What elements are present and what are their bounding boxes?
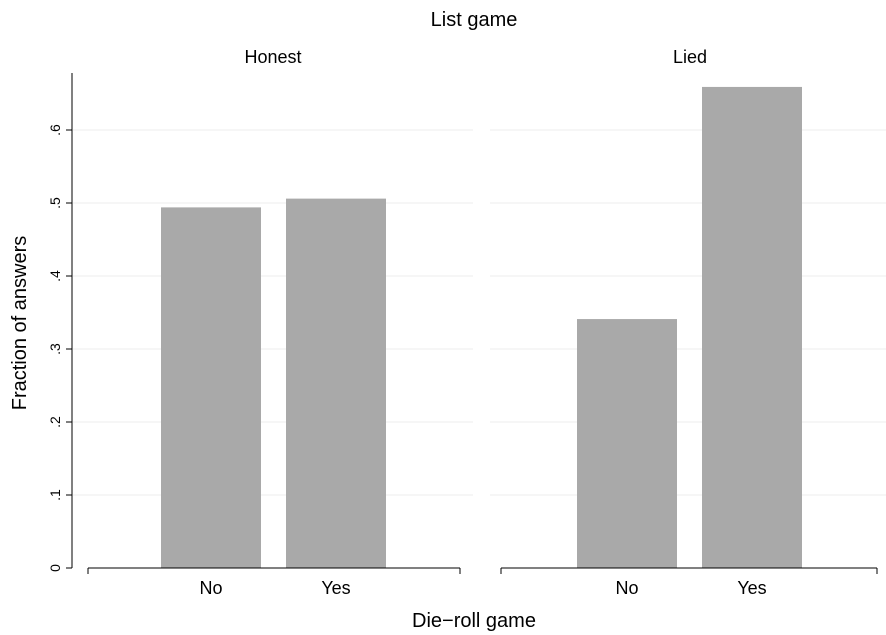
y-tick-label: .4 [47,270,63,282]
bar-lied-yes [702,86,802,569]
y-tick-label: .3 [47,343,63,355]
panel-honest: Honest No Yes [73,47,473,598]
x-tick-label: No [615,578,638,598]
y-axis: 0 .1 .2 .3 .4 .5 .6 [47,73,73,572]
y-tick-label: .1 [47,489,63,501]
panel-title: Honest [244,47,301,67]
x-tick-label: Yes [737,578,766,598]
panel-title: Lied [673,47,707,67]
y-tick-label: 0 [47,564,63,572]
panels: Honest No Yes Lied No Yes [73,47,886,598]
bar-honest-yes [286,198,386,568]
chart-title: List game [431,9,518,31]
panel-lied: Lied No Yes [490,47,886,598]
y-tick-label: .5 [47,197,63,209]
x-tick-label: Yes [321,578,350,598]
y-axis-label: Fraction of answers [9,236,31,411]
x-axis-label: Die−roll game [412,610,536,632]
y-tick-label: .2 [47,416,63,428]
bar-honest-no [161,207,261,568]
bar-lied-no [577,319,677,568]
x-tick-label: No [199,578,222,598]
y-tick-label: .6 [47,124,63,136]
